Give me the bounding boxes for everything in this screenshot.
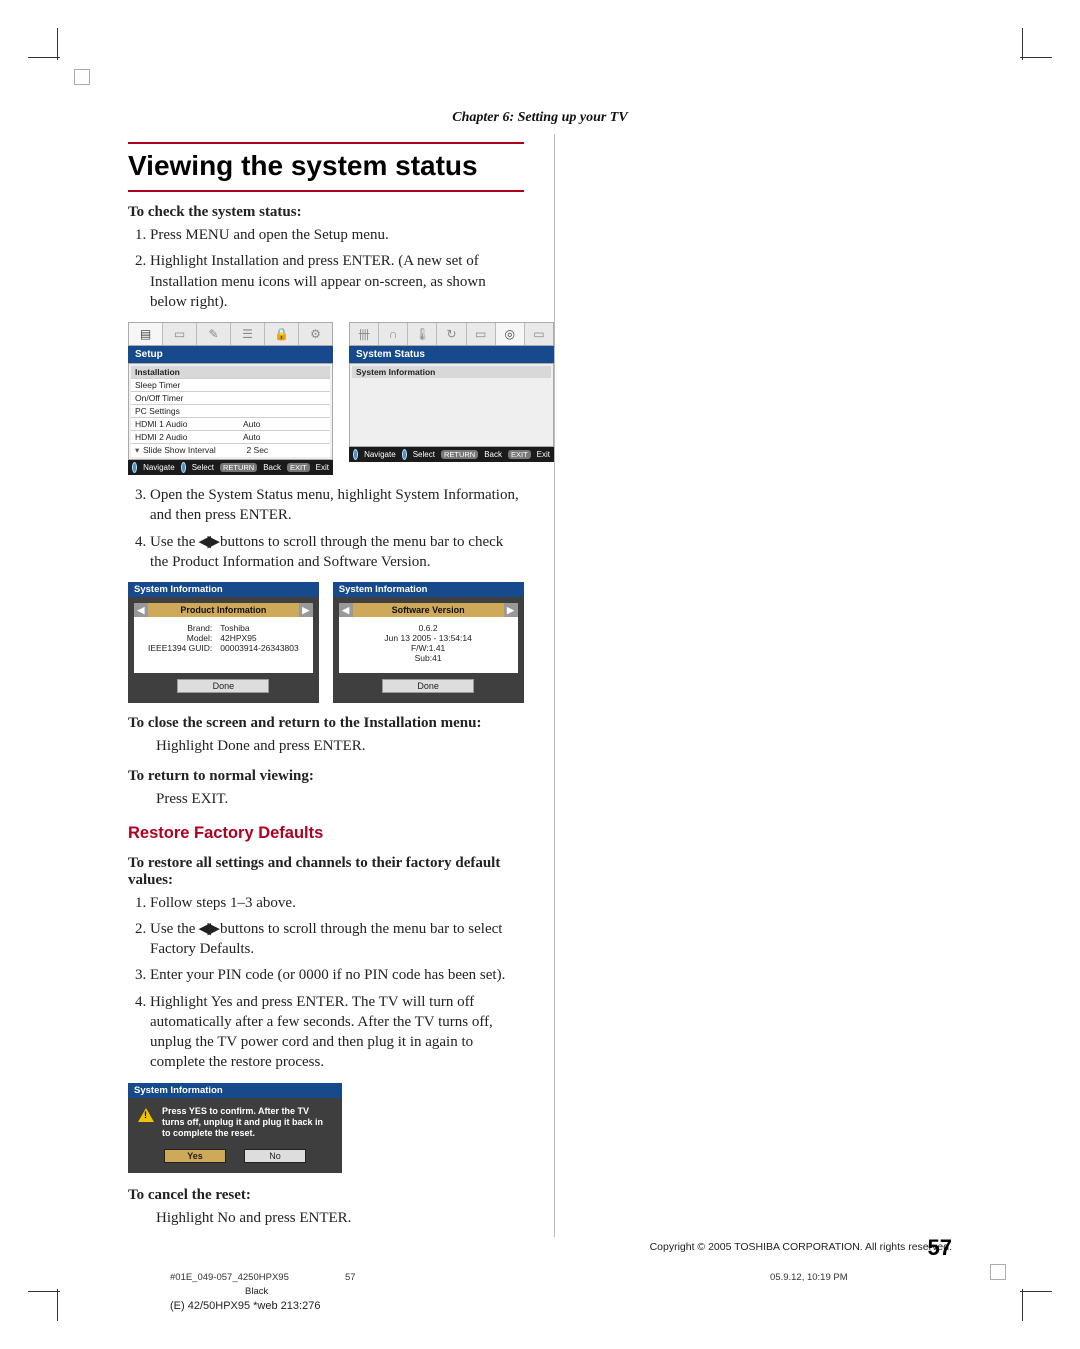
prepress-ts: 05.9.12, 10:19 PM bbox=[770, 1272, 848, 1283]
steps-1: Press MENU and open the Setup menu. High… bbox=[150, 225, 524, 312]
chapter-label: Chapter 6: Setting up your TV bbox=[128, 110, 952, 126]
restore-steps: Follow steps 1–3 above. Use the ◀▶ butto… bbox=[150, 893, 524, 1073]
osd-row-2: System Information ◀Product Information▶… bbox=[128, 582, 524, 703]
osd-tab-icon: ☰ bbox=[231, 323, 265, 345]
close-title: To close the screen and return to the In… bbox=[128, 715, 524, 732]
step: Highlight Installation and press ENTER. … bbox=[150, 251, 524, 312]
osd-tab-icon: ▭ bbox=[163, 323, 197, 345]
restore-heading: Restore Factory Defaults bbox=[128, 824, 524, 843]
cancel-body: Highlight No and press ENTER. bbox=[156, 1208, 524, 1228]
osd-tab-icon: ▭ bbox=[525, 323, 553, 345]
arrow-icon: ◀▶ bbox=[199, 920, 216, 937]
no-button: No bbox=[244, 1149, 306, 1163]
step: Use the ◀▶ buttons to scroll through the… bbox=[150, 532, 524, 573]
done-button: Done bbox=[382, 679, 474, 693]
osd-item: Sleep Timer bbox=[135, 380, 243, 390]
cancel-title: To cancel the reset: bbox=[128, 1187, 524, 1204]
osd-tab-icon: 🌡 bbox=[408, 323, 437, 345]
osd-item: Installation bbox=[135, 367, 243, 377]
steps-1b: Open the System Status menu, highlight S… bbox=[150, 485, 524, 572]
close-body: Highlight Done and press ENTER. bbox=[156, 736, 524, 756]
return-body: Press EXIT. bbox=[156, 789, 524, 809]
arrow-icon: ◀▶ bbox=[199, 533, 216, 550]
osd-item: On/Off Timer bbox=[135, 393, 243, 403]
osd-tab-icon: ◎ bbox=[496, 323, 525, 345]
osd-item: Slide Show Interval bbox=[143, 445, 246, 456]
prepress-cutline: (E) 42/50HPX95 *web 213:276 bbox=[170, 1300, 320, 1312]
osd-sysinfo-product: System Information ◀Product Information▶… bbox=[128, 582, 319, 703]
osd-sysinfo-version: System Information ◀Software Version▶ 0.… bbox=[333, 582, 524, 703]
osd-tab-icon: ∩ bbox=[379, 323, 408, 345]
nav-dot-icon bbox=[181, 462, 186, 473]
page-number: 57 bbox=[928, 1235, 952, 1261]
yes-button: Yes bbox=[164, 1149, 226, 1163]
step: Follow steps 1–3 above. bbox=[150, 893, 524, 913]
step: Press MENU and open the Setup menu. bbox=[150, 225, 524, 245]
osd-tab-icon: ⚙ bbox=[299, 323, 332, 345]
osd-row-1: ▤ ▭ ✎ ☰ 🔒 ⚙ Setup Installation Sleep Tim… bbox=[128, 322, 524, 475]
osd-title: System Status bbox=[349, 346, 554, 363]
osd-tab-icon: 卌 bbox=[350, 323, 379, 345]
osd-title: Setup bbox=[128, 346, 333, 363]
prepress-ink: Black bbox=[245, 1286, 268, 1297]
osd-item: HDMI 1 Audio bbox=[135, 419, 243, 429]
osd-item: System Information bbox=[356, 367, 547, 377]
osd-tab-icon: ✎ bbox=[197, 323, 231, 345]
nav-dot-icon bbox=[353, 449, 358, 460]
copyright: Copyright © 2005 TOSHIBA CORPORATION. Al… bbox=[400, 1241, 952, 1253]
nav-dot-icon bbox=[132, 462, 137, 473]
sec1-title: To check the system status: bbox=[128, 204, 524, 221]
osd-warning: System Information Press YES to confirm.… bbox=[128, 1083, 342, 1174]
osd-item: PC Settings bbox=[135, 406, 243, 416]
step: Open the System Status menu, highlight S… bbox=[150, 485, 524, 526]
osd-setup: ▤ ▭ ✎ ☰ 🔒 ⚙ Setup Installation Sleep Tim… bbox=[128, 322, 333, 475]
osd-tab-icon: ↻ bbox=[437, 323, 466, 345]
step: Enter your PIN code (or 0000 if no PIN c… bbox=[150, 965, 524, 985]
osd-tab-icon: ▭ bbox=[467, 323, 496, 345]
right-column bbox=[554, 134, 951, 1237]
return-title: To return to normal viewing: bbox=[128, 768, 524, 785]
page-title: Viewing the system status bbox=[128, 150, 524, 182]
osd-tab-icon: ▤ bbox=[129, 323, 163, 345]
osd-status: 卌 ∩ 🌡 ↻ ▭ ◎ ▭ System Status System Infor… bbox=[349, 322, 554, 475]
step: Use the ◀▶ buttons to scroll through the… bbox=[150, 919, 524, 960]
warning-icon bbox=[138, 1108, 154, 1122]
nav-dot-icon bbox=[402, 449, 407, 460]
prepress-seq: 57 bbox=[345, 1272, 356, 1283]
page-content: Chapter 6: Setting up your TV Viewing th… bbox=[128, 110, 952, 1219]
warning-msg: Press YES to confirm. After the TV turns… bbox=[162, 1106, 332, 1140]
restore-title: To restore all settings and channels to … bbox=[128, 855, 524, 889]
step: Highlight Yes and press ENTER. The TV wi… bbox=[150, 992, 524, 1073]
osd-tab-icon: 🔒 bbox=[265, 323, 299, 345]
prepress-file: #01E_049-057_4250HPX95 bbox=[170, 1272, 289, 1283]
done-button: Done bbox=[177, 679, 269, 693]
osd-item: HDMI 2 Audio bbox=[135, 432, 243, 442]
